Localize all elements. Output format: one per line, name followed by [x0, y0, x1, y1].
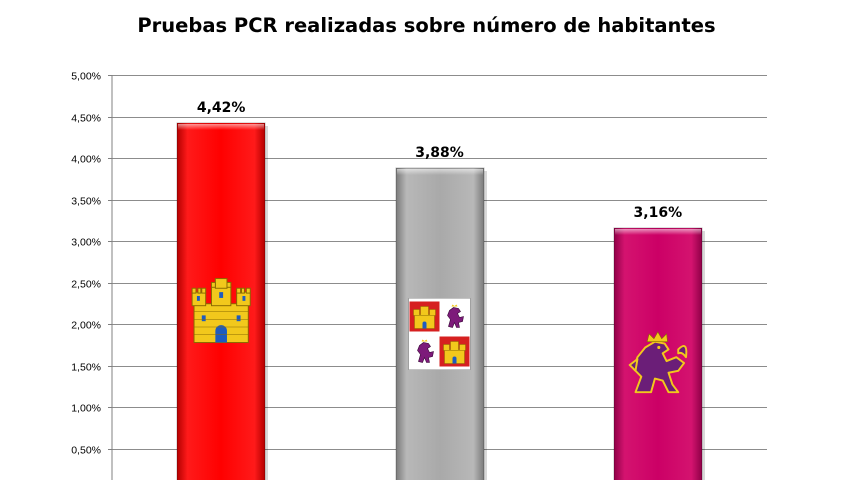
- y-tick-label: 1,00%: [71, 403, 101, 415]
- bar-2: 3,88%: [395, 145, 487, 480]
- bar-1: 4,42%: [176, 100, 268, 480]
- y-tick-label: 2,00%: [71, 320, 101, 332]
- y-tick-label: 5,00%: [71, 71, 101, 83]
- chart-title: Pruebas PCR realizadas sobre número de h…: [137, 14, 716, 37]
- data-label: 3,16%: [634, 205, 683, 221]
- y-tick-label: 4,00%: [71, 154, 101, 166]
- bar-bevel: [397, 169, 483, 175]
- y-tick-label: 4,50%: [71, 113, 101, 125]
- bar-bevel: [615, 229, 701, 235]
- y-axis: 0,50% 1,00% 1,50% 2,00% 2,50% 3,00% 3,50% 4,00%…: [71, 71, 113, 480]
- bar-bevel: [178, 124, 264, 130]
- y-tick-label: 3,00%: [71, 237, 101, 249]
- bar-3: 3,16%: [613, 205, 705, 480]
- bars: 4,42% 3,88% 3,16%: [176, 100, 705, 480]
- y-tick-label: 3,50%: [71, 196, 101, 208]
- castilla-y-leon-quartered-arms-icon: [409, 298, 471, 370]
- data-label: 4,42%: [197, 100, 246, 116]
- castle-emblem-icon: [191, 278, 251, 343]
- y-tick-label: 1,50%: [71, 362, 101, 374]
- y-tick-label: 0,50%: [71, 445, 101, 457]
- y-tick-label: 2,50%: [71, 279, 101, 291]
- data-label: 3,88%: [415, 145, 464, 161]
